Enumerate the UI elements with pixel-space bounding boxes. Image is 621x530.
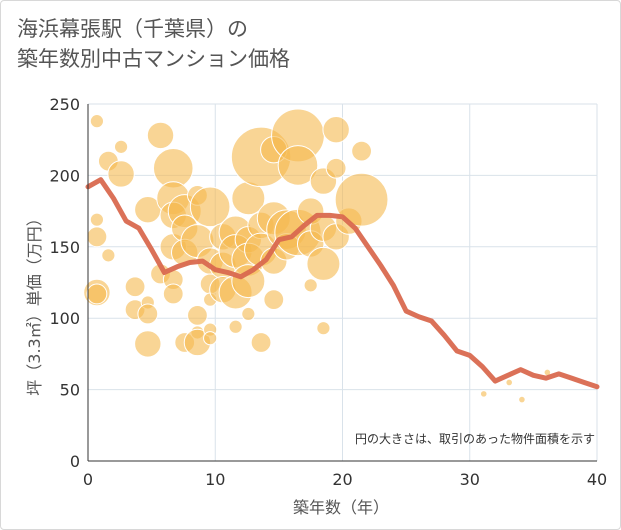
bubble-point (241, 306, 256, 322)
title-line-1: 海浜幕張駅（千葉県）の (17, 17, 248, 41)
bubble-point (86, 226, 108, 248)
bubble-point (518, 395, 526, 404)
bubble-point (334, 172, 389, 227)
average-price-line (85, 177, 600, 390)
bubble-point (505, 378, 513, 387)
bubble-point (228, 319, 243, 334)
bubble-point (187, 304, 208, 326)
bubble-point (316, 321, 331, 336)
bubble-point (277, 145, 319, 186)
bubble-point (107, 160, 135, 188)
bubble-size-note: 円の大きさは、取引のあった物件面積を示す (355, 431, 595, 446)
bubble-point (351, 140, 372, 162)
bubble-point (124, 276, 146, 298)
bubble-point (322, 116, 350, 144)
bubble-point (89, 212, 105, 227)
y-tick-label: 200 (49, 166, 80, 185)
axis-layer: 0 50 100 150 200 250 0 10 20 30 40 (49, 95, 607, 489)
bubble-point (162, 283, 184, 305)
y-tick-label: 250 (49, 95, 80, 114)
bubble-point (231, 264, 266, 299)
x-axis-title: 築年数（年） (293, 498, 389, 517)
bubble-point (325, 157, 347, 179)
x-tick-label: 10 (205, 470, 225, 489)
x-tick-label: 30 (460, 470, 480, 489)
bubble-point (306, 246, 341, 281)
bubble-point (250, 332, 272, 353)
y-tick-label: 0 (70, 452, 80, 471)
bubble-point (146, 121, 175, 150)
bubble-point (137, 303, 159, 325)
y-axis-title: 坪（3.3㎡）単価（万円） (25, 210, 44, 395)
y-tick-label: 150 (49, 238, 80, 257)
bubble-point (89, 114, 105, 129)
bubble-point (303, 278, 318, 293)
x-tick-label: 40 (587, 470, 607, 489)
bubble-point (113, 139, 129, 154)
bubble-point (189, 186, 231, 228)
bubble-point (101, 248, 116, 263)
line-layer (85, 177, 600, 390)
bubble-point (203, 331, 218, 346)
bubble-point (134, 330, 162, 358)
bubble-point (263, 289, 285, 311)
x-tick-label: 20 (332, 470, 352, 489)
bubble-point (86, 283, 108, 305)
chart-title: 海浜幕張駅（千葉県）の 築年数別中古マンション価格 (17, 14, 290, 74)
y-tick-label: 100 (49, 309, 80, 328)
title-line-2: 築年数別中古マンション価格 (17, 47, 290, 71)
x-tick-label: 0 (83, 470, 93, 489)
bubble-point (479, 390, 488, 398)
y-tick-label: 50 (60, 381, 80, 400)
